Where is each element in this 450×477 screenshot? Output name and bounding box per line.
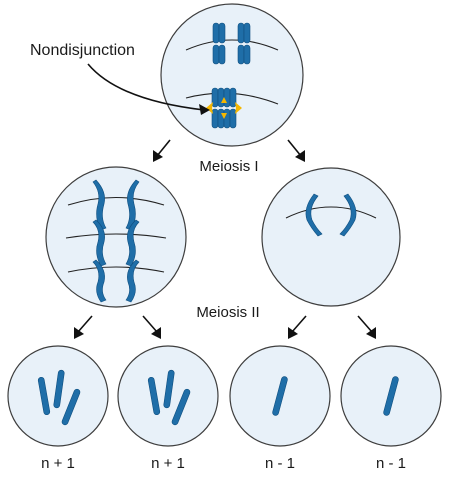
daughter-cell-3-label: n - 1	[265, 455, 295, 472]
meiosis-two-arrow-2	[142, 315, 161, 339]
daughter-cell-4-label: n - 1	[376, 455, 406, 472]
nondisjunction-pointer-head	[199, 104, 210, 115]
daughter-cell-4	[340, 345, 442, 447]
intermediate-cell-left-membrane	[45, 166, 187, 308]
parent-cell	[160, 3, 304, 147]
nondisjunction-label: Nondisjunction	[30, 42, 135, 59]
intermediate-cell-left	[45, 166, 187, 308]
chromosome-2	[237, 22, 251, 65]
left-chromatid-pair-3	[92, 259, 140, 303]
intermediate-cell-right	[261, 167, 401, 307]
daughter-cell-1	[7, 345, 109, 447]
daughter-cell-3	[229, 345, 331, 447]
left-spindle-1	[67, 196, 165, 206]
meiosis-two-arrow-3	[288, 315, 307, 339]
starburst-icon	[206, 97, 242, 119]
meiosis-one-label: Meiosis I	[199, 158, 258, 175]
left-spindle-3	[67, 266, 165, 273]
parent-cell-membrane	[160, 3, 304, 147]
right-chromatid-pair	[305, 193, 357, 237]
daughter-cell-1-label: n + 1	[41, 455, 75, 472]
chromosome-1	[212, 22, 226, 65]
right-spindle	[285, 206, 377, 219]
chromosome-pair-normal	[212, 22, 251, 65]
meiosis-two-arrow-1	[74, 315, 93, 339]
parent-spindle-top	[185, 39, 279, 51]
meiosis-one-arrow-right	[287, 139, 305, 162]
meiosis-two-arrow-4	[357, 315, 376, 339]
intermediate-cell-right-membrane	[261, 167, 401, 307]
daughter-cell-2-label: n + 1	[151, 455, 185, 472]
nondisjunction-pointer	[87, 63, 205, 111]
daughter-cell-2	[117, 345, 219, 447]
left-spindle-2	[65, 233, 167, 239]
meiosis-two-label: Meiosis II	[196, 304, 259, 321]
meiosis-one-arrow-left	[153, 139, 171, 162]
